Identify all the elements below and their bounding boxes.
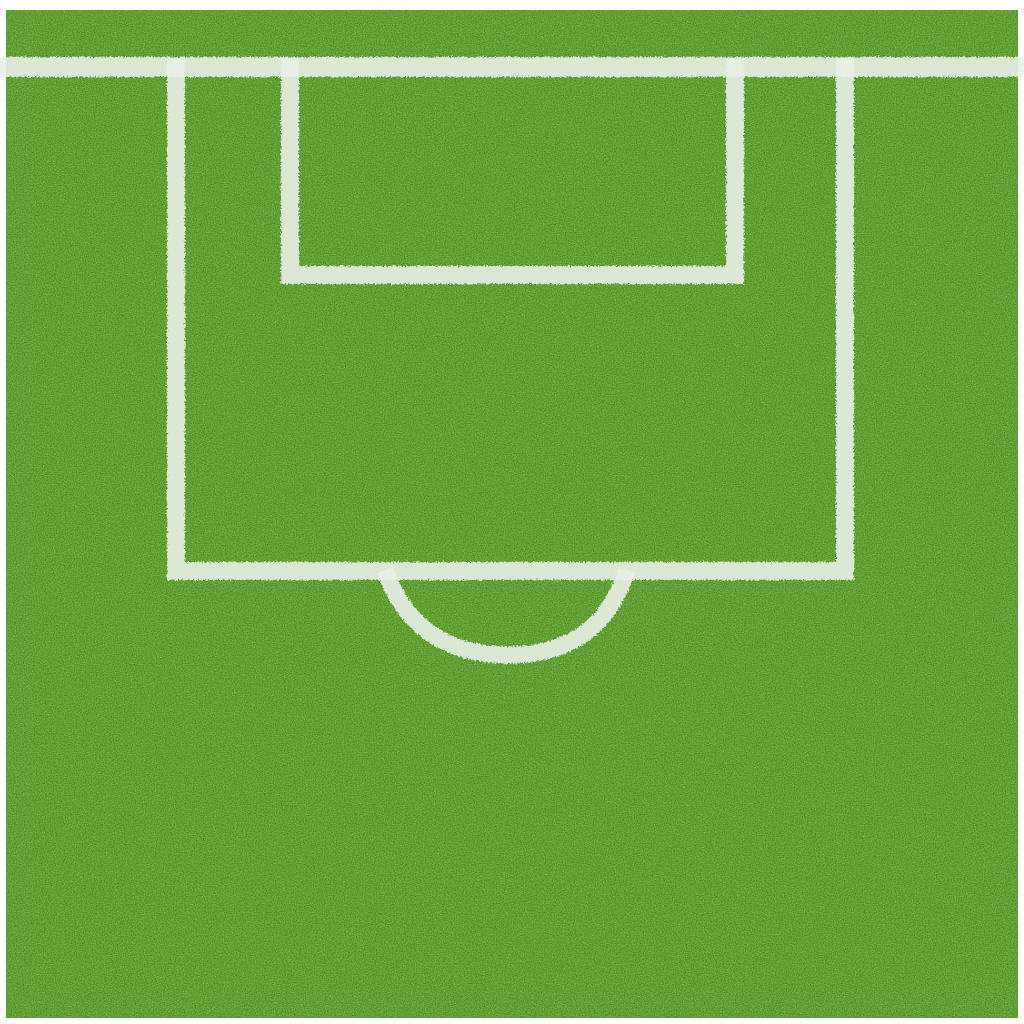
grass-field	[6, 10, 1018, 1018]
penalty-area-line	[167, 58, 854, 580]
penalty-arc	[376, 566, 635, 664]
pitch-markings	[0, 57, 1024, 664]
goal-area-line	[281, 58, 744, 284]
